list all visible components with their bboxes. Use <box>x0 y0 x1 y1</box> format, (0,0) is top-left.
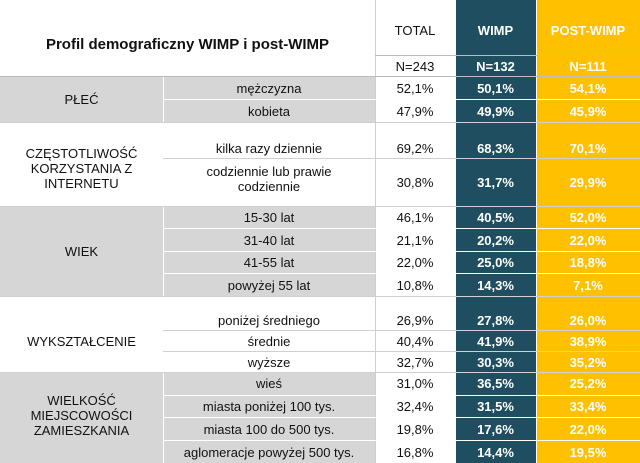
post-wimp-value: 25,2% <box>569 376 607 391</box>
post-wimp-value: 52,0% <box>569 209 607 225</box>
row-label: aglomeracje powyżej 500 tys. <box>183 444 355 460</box>
row-divider <box>163 330 640 331</box>
post-wimp-column <box>536 0 640 463</box>
total-value: 26,9% <box>396 312 434 328</box>
header-divider <box>375 55 640 56</box>
total-value: 69,2% <box>396 140 434 156</box>
table-title: Profil demograficzny WIMP i post-WIMP <box>45 35 330 53</box>
post-wimp-value: 19,5% <box>569 444 607 460</box>
row-label: kilka razy dziennie <box>215 140 323 156</box>
group-czestotliwosc: CZĘSTOTLIWOŚĆ KORZYSTANIA Z INTERNETU <box>25 145 138 191</box>
wimp-value: 20,2% <box>477 232 514 248</box>
row-divider <box>163 228 640 229</box>
divider <box>163 77 164 463</box>
divider <box>375 0 376 463</box>
wimp-value: 31,5% <box>477 399 514 414</box>
wimp-value: 36,5% <box>477 376 514 391</box>
wimp-value: 14,4% <box>477 444 514 460</box>
total-value: 52,1% <box>396 80 434 96</box>
wimp-column <box>455 0 536 463</box>
row-divider <box>163 395 640 396</box>
row-label: codziennie lub prawie codziennie <box>206 164 332 194</box>
wimp-value: 68,3% <box>477 140 514 156</box>
wimp-value: 17,6% <box>477 421 514 437</box>
row-label: wyższe <box>247 354 291 370</box>
group-wiek: WIEK <box>64 243 99 259</box>
divider <box>536 0 537 463</box>
post-wimp-n: N=111 <box>569 58 607 74</box>
wimp-header: WIMP <box>477 22 514 38</box>
post-wimp-value: 7,1% <box>573 277 603 293</box>
group-wyksztalcenie: WYKSZTAŁCENIE <box>27 333 136 349</box>
row-label: średnie <box>247 333 291 349</box>
divider <box>455 0 456 463</box>
total-n: N=243 <box>395 58 435 74</box>
row-divider <box>163 273 640 274</box>
total-value: 19,8% <box>396 421 434 437</box>
row-label: miasta 100 do 500 tys. <box>203 421 335 437</box>
row-divider <box>163 417 640 418</box>
post-wimp-header: POST-WIMP <box>550 22 626 38</box>
wimp-value: 27,8% <box>477 312 514 328</box>
total-value: 30,8% <box>396 175 434 190</box>
post-wimp-value: 26,0% <box>569 312 607 328</box>
wimp-value: 41,9% <box>477 333 514 349</box>
post-wimp-value: 22,0% <box>569 421 607 437</box>
row-divider <box>0 372 640 373</box>
wimp-value: 14,3% <box>477 277 514 293</box>
total-value: 32,7% <box>396 354 434 370</box>
post-wimp-value: 54,1% <box>569 80 607 96</box>
total-value: 32,4% <box>396 399 434 414</box>
wimp-value: 40,5% <box>477 209 514 225</box>
post-wimp-value: 22,0% <box>569 232 607 248</box>
group-wielkosc: WIELKOŚĆ MIEJSCOWOŚCI ZAMIESZKANIA <box>30 392 133 438</box>
total-value: 21,1% <box>396 232 434 248</box>
wimp-value: 25,0% <box>477 255 514 270</box>
row-divider <box>163 251 640 252</box>
post-wimp-value: 18,8% <box>569 255 607 270</box>
group-plec: PŁEĆ <box>64 92 99 107</box>
row-label: poniżej średniego <box>218 312 320 328</box>
row-divider <box>0 122 640 123</box>
row-label: mężczyzna <box>236 80 302 96</box>
total-value: 40,4% <box>396 333 434 349</box>
row-divider <box>163 158 640 159</box>
total-value: 16,8% <box>396 444 434 460</box>
row-label: 15-30 lat <box>243 209 295 225</box>
row-divider <box>0 296 640 297</box>
wimp-value: 49,9% <box>477 103 514 119</box>
row-divider <box>0 206 640 207</box>
wimp-value: 50,1% <box>477 80 514 96</box>
total-value: 22,0% <box>396 255 434 270</box>
row-label: miasta poniżej 100 tys. <box>202 399 336 414</box>
row-label: 31-40 lat <box>243 232 295 248</box>
post-wimp-value: 70,1% <box>569 140 607 156</box>
total-value: 31,0% <box>396 376 434 391</box>
post-wimp-value: 45,9% <box>569 103 607 119</box>
row-label: kobieta <box>248 103 290 119</box>
row-label: 41-55 lat <box>243 255 295 270</box>
row-divider <box>163 99 640 100</box>
wimp-n: N=132 <box>476 58 515 74</box>
total-value: 47,9% <box>396 103 434 119</box>
post-wimp-value: 29,9% <box>569 175 607 190</box>
row-divider <box>163 351 640 352</box>
total-value: 46,1% <box>396 209 434 225</box>
wimp-value: 30,3% <box>477 354 514 370</box>
wimp-value: 31,7% <box>477 175 514 190</box>
total-header: TOTAL <box>394 22 436 38</box>
post-wimp-value: 33,4% <box>569 399 607 414</box>
row-label: powyżej 55 lat <box>227 277 311 293</box>
header-bottom <box>0 76 640 77</box>
post-wimp-value: 35,2% <box>569 354 607 370</box>
row-divider <box>163 440 640 441</box>
total-value: 10,8% <box>396 277 434 293</box>
post-wimp-value: 38,9% <box>569 333 607 349</box>
row-label: wieś <box>255 376 282 391</box>
